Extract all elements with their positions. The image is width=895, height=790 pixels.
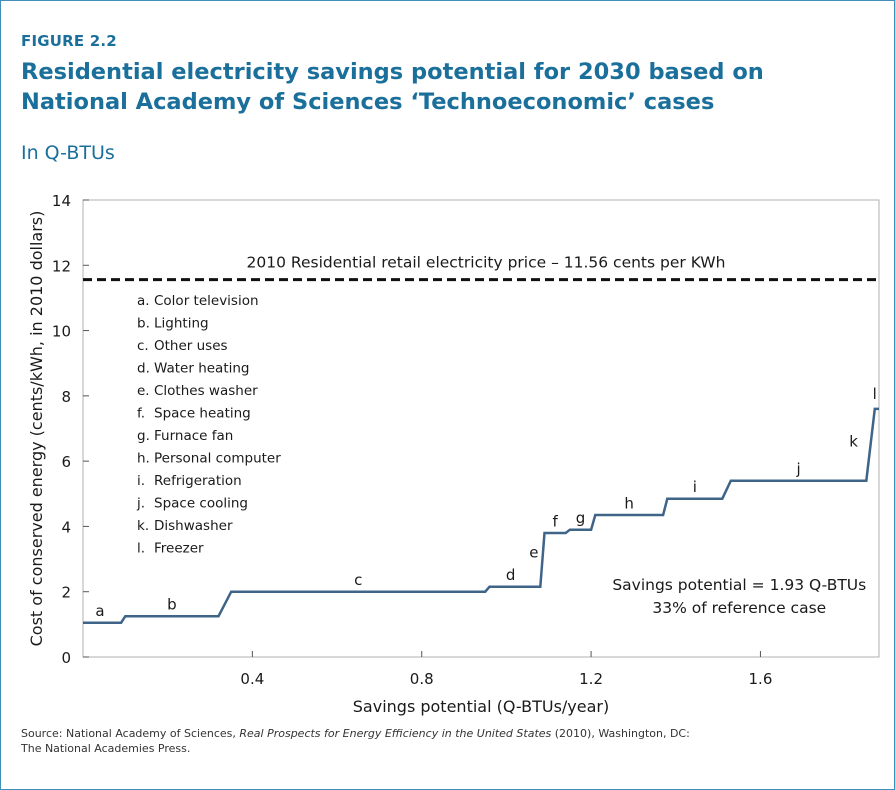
segment-label: f bbox=[552, 512, 558, 530]
savings-step-line bbox=[83, 407, 879, 624]
figure-title-line-2: National Academy of Sciences ‘Technoecon… bbox=[21, 89, 715, 115]
x-axis-label: Savings potential (Q-BTUs/year) bbox=[353, 697, 609, 716]
plot-area bbox=[82, 199, 880, 658]
legend-key: g. bbox=[137, 428, 150, 444]
y-tick-label: 6 bbox=[61, 453, 71, 471]
segment-label: b bbox=[167, 596, 177, 614]
figure-label: FIGURE 2.2 bbox=[21, 32, 117, 50]
segment-label: c bbox=[354, 571, 362, 589]
source-line-1: Source: National Academy of Sciences, Re… bbox=[21, 726, 861, 741]
legend-entry: Other uses bbox=[154, 338, 228, 354]
legend-key: l. bbox=[137, 541, 145, 557]
x-tick-label: 1.2 bbox=[579, 670, 603, 688]
segment-label: g bbox=[576, 509, 586, 527]
figure-title-line-1: Residential electricity savings potentia… bbox=[21, 59, 764, 85]
source-title: Real Prospects for Energy Efficiency in … bbox=[239, 727, 552, 740]
source-prefix: Source: National Academy of Sciences, bbox=[21, 727, 240, 740]
segment-label: a bbox=[95, 602, 104, 620]
legend-entry: Freezer bbox=[154, 541, 204, 557]
segment-label: i bbox=[693, 478, 697, 496]
y-tick-label: 8 bbox=[61, 388, 71, 406]
legend-key: e. bbox=[137, 383, 150, 399]
legend-key: f. bbox=[137, 406, 145, 422]
axes: 0 2 4 6 8 10 12 14 0.4 0.8 1.2 1.6 Savings potential… bbox=[27, 192, 772, 716]
segment-labels: a b c def g h i j k l bbox=[95, 385, 877, 620]
reference-line-group: 2010 Residential retail electricity pric… bbox=[83, 254, 879, 282]
legend-key: c. bbox=[137, 338, 149, 354]
segment-label: h bbox=[624, 494, 634, 512]
legend-entry: Water heating bbox=[154, 361, 250, 377]
source-note: Source: National Academy of Sciences, Re… bbox=[21, 726, 861, 756]
legend-entry: Dishwasher bbox=[154, 518, 233, 534]
x-tick-label: 0.4 bbox=[240, 670, 264, 688]
legend-key: k. bbox=[137, 518, 149, 534]
segment-label: d bbox=[506, 566, 516, 584]
y-tick-label: 14 bbox=[52, 192, 71, 210]
y-tick-label: 0 bbox=[61, 649, 71, 667]
legend-key: j. bbox=[136, 496, 145, 512]
reference-price-label: 2010 Residential retail electricity pric… bbox=[247, 254, 726, 272]
legend-key: h. bbox=[137, 451, 150, 467]
legend-entry: Refrigeration bbox=[154, 473, 242, 489]
legend-entry: Clothes washer bbox=[154, 383, 258, 399]
figure-subtitle: In Q-BTUs bbox=[21, 142, 115, 164]
y-tick-label: 10 bbox=[52, 323, 71, 341]
source-line-2: The National Academies Press. bbox=[21, 742, 191, 755]
y-tick-label: 2 bbox=[61, 584, 71, 602]
savings-annotation: Savings potential = 1.93 Q-BTUs bbox=[612, 576, 866, 594]
segment-label: e bbox=[529, 543, 538, 561]
legend-key: d. bbox=[137, 361, 150, 377]
savings-annotation: 33% of reference case bbox=[652, 599, 826, 617]
segment-label: l bbox=[873, 385, 877, 403]
source-suffix: (2010), Washington, DC: bbox=[551, 727, 690, 740]
legend-entry: Space cooling bbox=[154, 496, 248, 512]
legend-entry: Furnace fan bbox=[154, 428, 233, 444]
legend-entry: Personal computer bbox=[154, 451, 281, 467]
x-tick-label: 1.6 bbox=[749, 670, 773, 688]
legend-key: b. bbox=[137, 316, 150, 332]
segment-label: j bbox=[795, 460, 800, 478]
y-axis-label: Cost of conserved energy (cents/kWh, in … bbox=[27, 211, 46, 647]
y-tick-label: 12 bbox=[52, 257, 71, 275]
figure-title: Residential electricity savings potentia… bbox=[21, 57, 881, 117]
segment-label: k bbox=[849, 432, 858, 450]
x-tick-label: 0.8 bbox=[410, 670, 434, 688]
legend-entry: Color television bbox=[154, 293, 259, 309]
step-chart: 0 2 4 6 8 10 12 14 0.4 0.8 1.2 1.6 Savings potential… bbox=[27, 192, 880, 716]
legend-entry: Lighting bbox=[154, 316, 209, 332]
y-tick-label: 4 bbox=[61, 518, 71, 536]
annotations: Savings potential = 1.93 Q-BTUs 33% of re… bbox=[612, 576, 866, 617]
legend-key: a. bbox=[137, 293, 150, 309]
legend-key: i. bbox=[137, 473, 145, 489]
series-group bbox=[83, 407, 879, 624]
legend-entry: Space heating bbox=[154, 406, 251, 422]
